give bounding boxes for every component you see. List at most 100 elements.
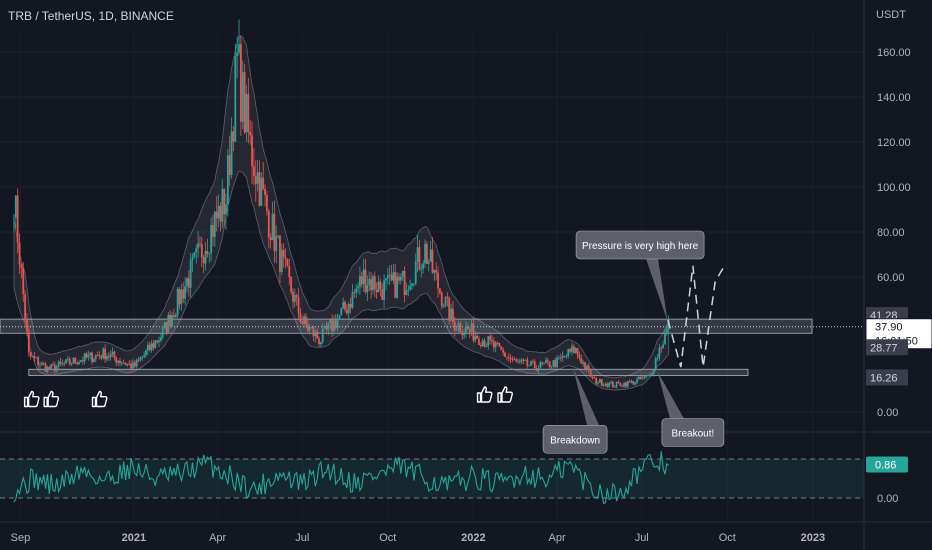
candle-body	[16, 195, 19, 243]
price-label-bg	[866, 369, 908, 386]
candle-body	[109, 354, 112, 358]
candle-body	[611, 381, 614, 387]
candle-body	[66, 358, 69, 360]
candle-body	[425, 243, 428, 264]
oscillator-tick-label: 0.00	[877, 493, 898, 505]
candle-body	[532, 361, 534, 362]
x-tick-label: Jul	[295, 532, 309, 544]
candle-body	[491, 339, 493, 342]
current-price-text: 37.90	[875, 322, 903, 334]
candle-body	[455, 329, 458, 331]
annotation-callout: Pressure is very high here	[575, 230, 705, 322]
candle-body	[323, 325, 326, 329]
candle-body	[632, 381, 635, 385]
candle-body	[597, 382, 599, 384]
candle-body	[191, 257, 194, 261]
candle-body	[591, 377, 594, 378]
candle-body	[505, 356, 508, 358]
candle-body	[353, 292, 356, 293]
candle-body	[202, 257, 205, 264]
candle-body	[645, 375, 648, 377]
oscillator-value-label: 0.86	[866, 456, 908, 473]
candle-body	[27, 331, 30, 353]
candle-body	[158, 340, 160, 343]
candle-body	[193, 252, 196, 258]
resistance-zone	[0, 318, 813, 334]
candle-body	[511, 359, 514, 360]
x-tick-label: Oct	[379, 532, 396, 544]
candle-body	[161, 328, 164, 338]
candle-body	[606, 383, 609, 387]
candle-body	[615, 381, 618, 387]
candle-body	[442, 306, 445, 307]
candle-body	[306, 324, 309, 331]
candle-body	[494, 342, 497, 348]
candle-body	[431, 249, 434, 273]
candle-body	[403, 270, 406, 296]
annotations: Pressure is very high here Breakdown Break…	[542, 230, 725, 454]
candle-body	[113, 351, 116, 358]
candle-body	[513, 359, 516, 361]
candle-body	[589, 369, 592, 378]
price-label-bg	[866, 339, 908, 356]
candle-body	[197, 243, 199, 249]
y-tick-label: 100.00	[877, 182, 911, 194]
y-tick-label: 120.00	[877, 137, 911, 149]
candle-body	[59, 361, 62, 364]
candle-body	[433, 270, 436, 273]
candle-body	[228, 155, 231, 175]
candle-body	[299, 313, 302, 323]
y-tick-label: 0.00	[877, 407, 898, 419]
candle-body	[275, 236, 278, 252]
candle-body	[658, 347, 661, 358]
candle-body	[546, 360, 549, 362]
candle-body	[502, 349, 505, 353]
candle-body	[617, 381, 620, 384]
candle-body	[68, 358, 71, 364]
candle-body	[654, 358, 657, 370]
candle-body	[213, 211, 216, 237]
oscillator-band	[0, 459, 864, 498]
candle-body	[427, 261, 430, 264]
candle-body	[366, 285, 369, 293]
candle-body	[310, 327, 313, 329]
candle-body	[662, 344, 665, 349]
callout-pointer	[646, 259, 668, 322]
candle-body	[329, 319, 332, 324]
candle-body	[478, 338, 480, 346]
candle-body	[485, 345, 488, 347]
candle-body	[176, 289, 179, 316]
candle-body	[53, 364, 56, 371]
candle-body	[39, 364, 41, 366]
candle-body	[189, 260, 192, 288]
candle-body	[260, 177, 263, 206]
candle-body	[111, 351, 114, 355]
candle-body	[600, 379, 603, 386]
y-tick-label: 140.00	[877, 92, 911, 104]
candle-body	[195, 248, 198, 253]
candle-body	[20, 264, 23, 268]
candle-body	[587, 365, 590, 370]
candle-body	[301, 322, 304, 324]
candle-body	[249, 131, 252, 136]
candle-body	[239, 44, 242, 122]
candle-body	[342, 302, 345, 309]
candle-body	[52, 364, 54, 366]
candle-body	[636, 379, 638, 383]
candle-body	[135, 359, 138, 367]
candle-body	[386, 275, 389, 279]
candle-body	[602, 385, 605, 386]
candle-body	[264, 188, 266, 195]
candle-body	[649, 374, 651, 376]
candle-body	[576, 348, 579, 355]
candle-body	[377, 281, 380, 293]
candle-body	[593, 377, 596, 379]
candle-body	[656, 357, 659, 359]
candle-body	[150, 343, 153, 350]
candle-body	[55, 366, 58, 371]
candle-body	[70, 363, 73, 365]
candle-body	[184, 286, 186, 299]
x-tick-label: Apr	[549, 532, 566, 544]
candle-body	[545, 360, 547, 363]
